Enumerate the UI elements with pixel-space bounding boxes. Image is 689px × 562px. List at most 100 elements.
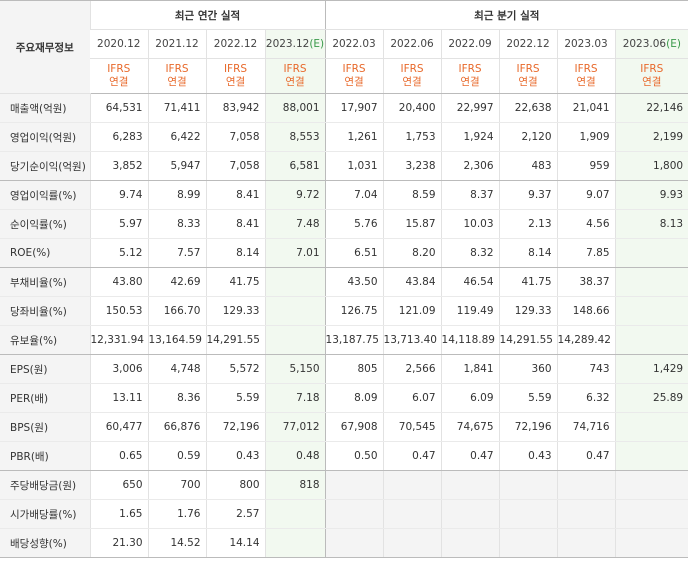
table-cell: 6.51: [324, 238, 384, 268]
table-cell: 2.57: [205, 499, 265, 529]
consolidated-label: 연결: [518, 76, 538, 88]
table-cell: [382, 528, 442, 558]
table-cell: 1,429: [614, 354, 689, 384]
ifrs-basis-label: IFRS 연결: [440, 58, 500, 94]
period-header: 2023.06(E): [614, 29, 689, 59]
period-header: 2020.12: [90, 29, 148, 59]
table-cell: 2,199: [614, 122, 689, 152]
ifrs-label: IFRS: [107, 63, 131, 75]
table-cell: 6.07: [382, 383, 442, 413]
quarterly-results-header: 최근 분기 실적: [324, 0, 689, 30]
table-cell: [614, 470, 689, 500]
table-cell: [324, 499, 384, 529]
table-cell: [614, 325, 689, 355]
table-cell: 1,924: [440, 122, 500, 152]
table-cell: 60,477: [89, 412, 148, 442]
table-cell: [264, 296, 326, 326]
ifrs-label: IFRS: [223, 63, 248, 75]
period-date: 2022.06: [390, 38, 434, 50]
table-cell: 8.59: [382, 180, 442, 210]
table-row: 영업이익(억원) 6,283 6,422 7,058 8,553 1,261 1,753 1,…: [0, 122, 689, 152]
period-date: 2023.03: [564, 38, 608, 50]
table-cell: 2.13: [498, 209, 558, 239]
period-header: 2022.12: [205, 29, 265, 59]
table-cell: 0.47: [440, 441, 500, 471]
table-cell: 72,196: [205, 412, 265, 442]
table-cell: 3,852: [89, 151, 148, 181]
table-cell: 8.41: [205, 209, 265, 239]
table-cell: [614, 441, 689, 471]
ifrs-label: IFRS: [400, 63, 424, 75]
table-row: 당기순이익(억원) 3,852 5,947 7,058 6,581 1,031 3,238 2…: [0, 151, 689, 181]
table-row: 매출액(억원) 64,531 71,411 83,942 88,001 17,907 20,…: [0, 93, 689, 123]
ifrs-basis-label: IFRS 연결: [205, 58, 265, 94]
table-row: 시가배당률(%) 1.65 1.76 2.57: [0, 499, 689, 529]
consolidated-label: 연결: [402, 76, 422, 88]
table-cell: 10.03: [440, 209, 500, 239]
table-cell: 21.30: [89, 528, 148, 558]
table-cell: [440, 528, 500, 558]
table-cell: 0.43: [205, 441, 265, 471]
table-cell: 8.32: [440, 238, 500, 268]
table-cell: 14.14: [205, 528, 265, 558]
table-row: 당좌비율(%) 150.53 166.70 129.33 126.75 121.09 119…: [0, 296, 689, 326]
row-label: 유보율(%): [0, 325, 90, 355]
row-label: 주당배당금(원): [0, 470, 90, 500]
table-cell: 14,118.89: [440, 325, 500, 355]
table-cell: 0.50: [324, 441, 384, 471]
table-row: 순이익률(%) 5.97 8.33 8.41 7.48 5.76 15.87 10.03 2.1…: [0, 209, 689, 239]
row-label: 배당성향(%): [0, 528, 90, 558]
table-cell: 0.47: [556, 441, 616, 471]
table-cell: 6,581: [264, 151, 326, 181]
table-cell: 5,947: [147, 151, 206, 181]
table-cell: 8.20: [382, 238, 442, 268]
table-row: PBR(배) 0.65 0.59 0.43 0.48 0.50 0.47 0.47 0.43 0.…: [0, 441, 689, 471]
table-cell: 7.04: [324, 180, 384, 210]
ifrs-label: IFRS: [342, 63, 366, 75]
table-cell: 74,716: [556, 412, 616, 442]
table-cell: [264, 499, 326, 529]
table-cell: 4.56: [556, 209, 616, 239]
table-cell: 8.09: [324, 383, 384, 413]
ifrs-basis-label: IFRS 연결: [614, 58, 689, 94]
table-cell: 743: [556, 354, 616, 384]
period-header: 2023.03: [556, 29, 616, 59]
table-cell: [264, 325, 326, 355]
table-cell: 650: [89, 470, 148, 500]
table-cell: 483: [498, 151, 558, 181]
table-cell: 9.72: [264, 180, 326, 210]
table-cell: 14.52: [147, 528, 206, 558]
consolidated-label: 연결: [576, 76, 596, 88]
row-label: 당좌비율(%): [0, 296, 90, 326]
row-label: 당기순이익(억원): [0, 151, 90, 181]
consolidated-label: 연결: [642, 76, 662, 88]
table-cell: 0.59: [147, 441, 206, 471]
table-cell: [614, 296, 689, 326]
table-cell: 7,058: [205, 122, 265, 152]
period-header: 2022.03: [324, 29, 384, 59]
period-header: 2022.09: [440, 29, 500, 59]
estimate-mark: (E): [309, 38, 325, 50]
table-cell: 805: [324, 354, 384, 384]
table-cell: 8.14: [498, 238, 558, 268]
table-row: 영업이익률(%) 9.74 8.99 8.41 9.72 7.04 8.59 8.37 9.37…: [0, 180, 689, 210]
row-label: PBR(배): [0, 441, 90, 471]
period-header: 2023.12(E): [264, 29, 326, 59]
ifrs-basis-label: IFRS 연결: [147, 58, 206, 94]
table-cell: [614, 499, 689, 529]
ifrs-label: IFRS: [458, 63, 482, 75]
period-date: 2023.12: [265, 38, 310, 50]
ifrs-basis-label: IFRS 연결: [264, 58, 326, 94]
ifrs-basis-label: IFRS 연결: [324, 58, 384, 94]
ifrs-basis-label: IFRS 연결: [498, 58, 558, 94]
period-date: 2021.12: [155, 38, 199, 50]
period-date: 2022.12: [213, 38, 258, 50]
table-cell: 14,291.55: [498, 325, 558, 355]
table-cell: 148.66: [556, 296, 616, 326]
table-cell: 8.37: [440, 180, 500, 210]
ifrs-label: IFRS: [640, 63, 664, 75]
row-label: EPS(원): [0, 354, 90, 384]
consolidated-label: 연결: [285, 76, 305, 88]
table-cell: 2,566: [382, 354, 442, 384]
